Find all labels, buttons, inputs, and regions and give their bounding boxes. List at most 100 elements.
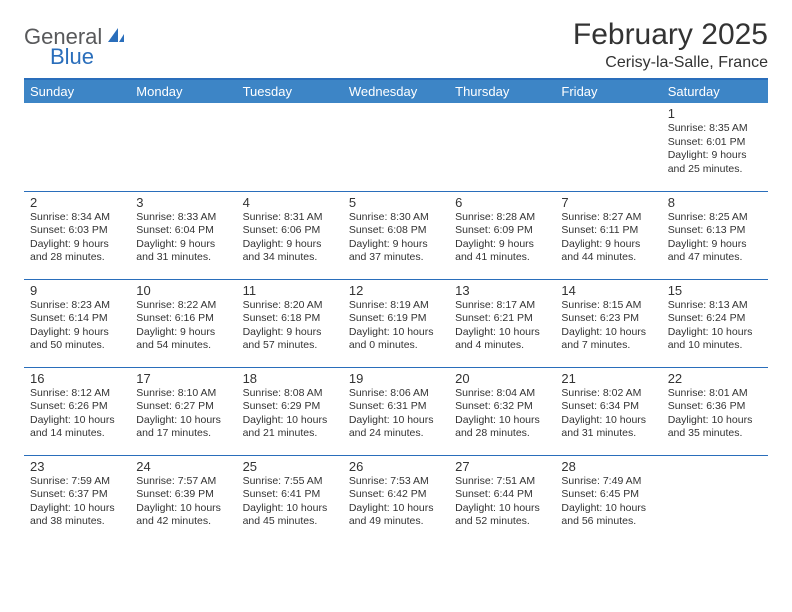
day-number: 5: [349, 195, 443, 210]
calendar-cell: 10Sunrise: 8:22 AMSunset: 6:16 PMDayligh…: [130, 279, 236, 367]
weekday-header: Monday: [130, 80, 236, 103]
day-number: 22: [668, 371, 762, 386]
day-info: Sunrise: 8:35 AMSunset: 6:01 PMDaylight:…: [668, 122, 762, 177]
day-number: 9: [30, 283, 124, 298]
weekday-header: Friday: [555, 80, 661, 103]
day-number: 23: [30, 459, 124, 474]
calendar-cell: 1Sunrise: 8:35 AMSunset: 6:01 PMDaylight…: [662, 103, 768, 191]
calendar-cell: 21Sunrise: 8:02 AMSunset: 6:34 PMDayligh…: [555, 367, 661, 455]
calendar-row: 9Sunrise: 8:23 AMSunset: 6:14 PMDaylight…: [24, 279, 768, 367]
day-info: Sunrise: 8:20 AMSunset: 6:18 PMDaylight:…: [243, 299, 337, 354]
day-info: Sunrise: 7:49 AMSunset: 6:45 PMDaylight:…: [561, 475, 655, 530]
day-number: 10: [136, 283, 230, 298]
calendar-cell: 27Sunrise: 7:51 AMSunset: 6:44 PMDayligh…: [449, 455, 555, 543]
calendar-cell: [24, 103, 130, 191]
day-info: Sunrise: 8:19 AMSunset: 6:19 PMDaylight:…: [349, 299, 443, 354]
day-info: Sunrise: 7:53 AMSunset: 6:42 PMDaylight:…: [349, 475, 443, 530]
calendar-row: 16Sunrise: 8:12 AMSunset: 6:26 PMDayligh…: [24, 367, 768, 455]
day-number: 11: [243, 283, 337, 298]
day-info: Sunrise: 8:01 AMSunset: 6:36 PMDaylight:…: [668, 387, 762, 442]
day-number: 4: [243, 195, 337, 210]
day-info: Sunrise: 8:34 AMSunset: 6:03 PMDaylight:…: [30, 211, 124, 266]
weekday-header: Thursday: [449, 80, 555, 103]
day-number: 28: [561, 459, 655, 474]
day-info: Sunrise: 8:28 AMSunset: 6:09 PMDaylight:…: [455, 211, 549, 266]
day-number: 26: [349, 459, 443, 474]
day-info: Sunrise: 8:27 AMSunset: 6:11 PMDaylight:…: [561, 211, 655, 266]
calendar-cell: 16Sunrise: 8:12 AMSunset: 6:26 PMDayligh…: [24, 367, 130, 455]
day-info: Sunrise: 8:12 AMSunset: 6:26 PMDaylight:…: [30, 387, 124, 442]
logo: General Blue: [24, 18, 126, 50]
day-number: 17: [136, 371, 230, 386]
calendar-cell: 24Sunrise: 7:57 AMSunset: 6:39 PMDayligh…: [130, 455, 236, 543]
day-info: Sunrise: 8:04 AMSunset: 6:32 PMDaylight:…: [455, 387, 549, 442]
day-number: 13: [455, 283, 549, 298]
day-number: 1: [668, 106, 762, 121]
calendar-cell: 15Sunrise: 8:13 AMSunset: 6:24 PMDayligh…: [662, 279, 768, 367]
day-number: 14: [561, 283, 655, 298]
day-number: 15: [668, 283, 762, 298]
day-info: Sunrise: 7:51 AMSunset: 6:44 PMDaylight:…: [455, 475, 549, 530]
day-info: Sunrise: 8:02 AMSunset: 6:34 PMDaylight:…: [561, 387, 655, 442]
calendar-cell: 11Sunrise: 8:20 AMSunset: 6:18 PMDayligh…: [237, 279, 343, 367]
calendar-cell: [662, 455, 768, 543]
calendar-cell: 3Sunrise: 8:33 AMSunset: 6:04 PMDaylight…: [130, 191, 236, 279]
day-info: Sunrise: 8:30 AMSunset: 6:08 PMDaylight:…: [349, 211, 443, 266]
day-number: 20: [455, 371, 549, 386]
day-info: Sunrise: 7:57 AMSunset: 6:39 PMDaylight:…: [136, 475, 230, 530]
day-number: 16: [30, 371, 124, 386]
calendar-cell: 18Sunrise: 8:08 AMSunset: 6:29 PMDayligh…: [237, 367, 343, 455]
calendar-cell: 20Sunrise: 8:04 AMSunset: 6:32 PMDayligh…: [449, 367, 555, 455]
logo-sail-icon: [106, 26, 126, 49]
day-info: Sunrise: 8:06 AMSunset: 6:31 PMDaylight:…: [349, 387, 443, 442]
calendar-cell: [343, 103, 449, 191]
day-info: Sunrise: 8:17 AMSunset: 6:21 PMDaylight:…: [455, 299, 549, 354]
calendar-cell: 12Sunrise: 8:19 AMSunset: 6:19 PMDayligh…: [343, 279, 449, 367]
day-info: Sunrise: 8:15 AMSunset: 6:23 PMDaylight:…: [561, 299, 655, 354]
day-info: Sunrise: 7:59 AMSunset: 6:37 PMDaylight:…: [30, 475, 124, 530]
day-info: Sunrise: 7:55 AMSunset: 6:41 PMDaylight:…: [243, 475, 337, 530]
day-number: 12: [349, 283, 443, 298]
day-info: Sunrise: 8:10 AMSunset: 6:27 PMDaylight:…: [136, 387, 230, 442]
calendar-cell: 6Sunrise: 8:28 AMSunset: 6:09 PMDaylight…: [449, 191, 555, 279]
weekday-header-row: Sunday Monday Tuesday Wednesday Thursday…: [24, 80, 768, 103]
location: Cerisy-la-Salle, France: [573, 54, 768, 72]
day-number: 2: [30, 195, 124, 210]
weekday-header: Tuesday: [237, 80, 343, 103]
day-number: 19: [349, 371, 443, 386]
calendar-cell: 7Sunrise: 8:27 AMSunset: 6:11 PMDaylight…: [555, 191, 661, 279]
calendar-cell: [449, 103, 555, 191]
calendar-row: 23Sunrise: 7:59 AMSunset: 6:37 PMDayligh…: [24, 455, 768, 543]
calendar-cell: 22Sunrise: 8:01 AMSunset: 6:36 PMDayligh…: [662, 367, 768, 455]
calendar-cell: 25Sunrise: 7:55 AMSunset: 6:41 PMDayligh…: [237, 455, 343, 543]
calendar-cell: 14Sunrise: 8:15 AMSunset: 6:23 PMDayligh…: [555, 279, 661, 367]
calendar-cell: 19Sunrise: 8:06 AMSunset: 6:31 PMDayligh…: [343, 367, 449, 455]
day-info: Sunrise: 8:33 AMSunset: 6:04 PMDaylight:…: [136, 211, 230, 266]
calendar-cell: 5Sunrise: 8:30 AMSunset: 6:08 PMDaylight…: [343, 191, 449, 279]
calendar-row: 2Sunrise: 8:34 AMSunset: 6:03 PMDaylight…: [24, 191, 768, 279]
day-number: 18: [243, 371, 337, 386]
calendar-cell: [555, 103, 661, 191]
logo-part2: Blue: [50, 44, 94, 69]
day-info: Sunrise: 8:25 AMSunset: 6:13 PMDaylight:…: [668, 211, 762, 266]
calendar-cell: 2Sunrise: 8:34 AMSunset: 6:03 PMDaylight…: [24, 191, 130, 279]
calendar-cell: 4Sunrise: 8:31 AMSunset: 6:06 PMDaylight…: [237, 191, 343, 279]
header: General Blue February 2025 Cerisy-la-Sal…: [24, 18, 768, 72]
weekday-header: Saturday: [662, 80, 768, 103]
calendar-cell: 17Sunrise: 8:10 AMSunset: 6:27 PMDayligh…: [130, 367, 236, 455]
day-number: 6: [455, 195, 549, 210]
day-number: 21: [561, 371, 655, 386]
weekday-header: Wednesday: [343, 80, 449, 103]
day-info: Sunrise: 8:23 AMSunset: 6:14 PMDaylight:…: [30, 299, 124, 354]
calendar-cell: 8Sunrise: 8:25 AMSunset: 6:13 PMDaylight…: [662, 191, 768, 279]
title-block: February 2025 Cerisy-la-Salle, France: [573, 18, 768, 72]
calendar-table: Sunday Monday Tuesday Wednesday Thursday…: [24, 80, 768, 543]
day-number: 27: [455, 459, 549, 474]
calendar-cell: 9Sunrise: 8:23 AMSunset: 6:14 PMDaylight…: [24, 279, 130, 367]
day-number: 3: [136, 195, 230, 210]
calendar-cell: 13Sunrise: 8:17 AMSunset: 6:21 PMDayligh…: [449, 279, 555, 367]
day-number: 7: [561, 195, 655, 210]
calendar-cell: [237, 103, 343, 191]
day-number: 24: [136, 459, 230, 474]
day-number: 8: [668, 195, 762, 210]
